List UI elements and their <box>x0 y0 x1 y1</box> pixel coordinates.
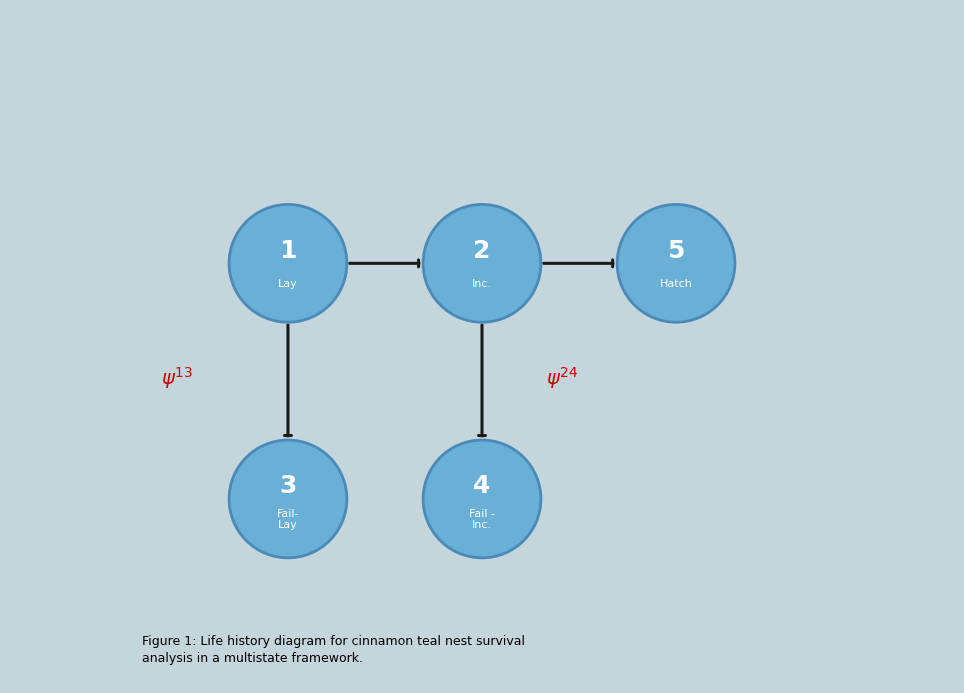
Text: Lay: Lay <box>278 279 298 289</box>
Text: Hatch: Hatch <box>659 279 692 289</box>
Text: $\psi^{24}$: $\psi^{24}$ <box>546 365 577 391</box>
Circle shape <box>229 440 347 558</box>
Circle shape <box>423 204 541 322</box>
Circle shape <box>423 440 541 558</box>
Text: 1: 1 <box>280 239 297 263</box>
Text: Fail -
Inc.: Fail - Inc. <box>469 509 495 530</box>
Text: 4: 4 <box>473 475 491 498</box>
Text: 3: 3 <box>280 475 297 498</box>
Text: 2: 2 <box>473 239 491 263</box>
Text: Fail-
Lay: Fail- Lay <box>277 509 299 530</box>
Circle shape <box>617 204 735 322</box>
Text: Figure 1: Life history diagram for cinnamon teal nest survival
analysis in a mul: Figure 1: Life history diagram for cinna… <box>143 635 525 665</box>
Text: $\psi^{13}$: $\psi^{13}$ <box>161 365 193 391</box>
Text: Inc.: Inc. <box>472 279 492 289</box>
Text: 5: 5 <box>667 239 684 263</box>
Circle shape <box>229 204 347 322</box>
